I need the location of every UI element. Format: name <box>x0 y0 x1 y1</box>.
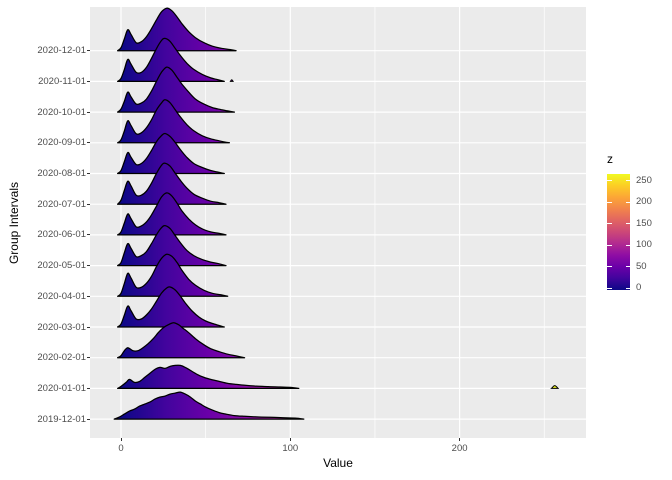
ridge-outlier-2020-11-01 <box>229 79 235 82</box>
x-tick-label: 100 <box>282 443 299 454</box>
ridge-2020-06-01 <box>116 192 227 236</box>
ridge-2020-11-01 <box>116 37 225 83</box>
legend-tick-label: 200 <box>636 196 652 208</box>
legend-tick-mark <box>607 287 612 289</box>
y-tick-label: 2020-09-01 <box>37 137 86 149</box>
legend-tick-label: 250 <box>636 174 652 186</box>
legend-tick-label: 100 <box>636 239 652 251</box>
y-tick-label: 2020-12-01 <box>37 45 86 57</box>
ridge-2020-05-01 <box>116 224 227 267</box>
y-tick-label: 2020-03-01 <box>37 321 86 333</box>
y-tick-mark <box>87 173 90 174</box>
ridge-2020-01-01 <box>116 364 300 390</box>
x-tick-label: 200 <box>451 443 468 454</box>
y-tick-mark <box>87 295 90 297</box>
y-tick-label: 2020-04-01 <box>37 290 86 302</box>
y-tick-mark <box>87 50 90 52</box>
y-axis-title: Group Intervals <box>7 181 21 265</box>
ridges-svg <box>90 7 586 438</box>
ridge-2020-10-01 <box>116 66 236 113</box>
legend-tick-mark <box>607 244 612 246</box>
ridge-2020-07-01 <box>116 162 227 205</box>
x-tick-mark <box>120 438 122 441</box>
legend-tick-mark <box>607 201 612 203</box>
y-tick-mark <box>87 326 90 328</box>
x-tick-mark <box>289 438 291 441</box>
ridge-2020-02-01 <box>116 322 246 359</box>
legend-title: z <box>607 152 613 166</box>
y-tick-mark <box>87 80 90 82</box>
ridge-2020-12-01 <box>116 7 237 52</box>
x-axis-title: Value <box>323 456 353 470</box>
ridge-outlier-2020-01-01 <box>550 385 560 389</box>
legend-tick-mark <box>625 201 630 203</box>
x-tick-label: 0 <box>118 443 124 454</box>
y-tick-label: 2020-10-01 <box>37 106 86 118</box>
y-tick-mark <box>87 111 90 113</box>
y-tick-label: 2020-07-01 <box>37 198 86 210</box>
y-tick-mark <box>87 203 90 205</box>
plot-panel <box>90 7 586 438</box>
legend-colorbar <box>607 174 630 290</box>
y-tick-mark <box>87 142 90 144</box>
legend-tick-label: 50 <box>636 260 647 272</box>
legend-tick-mark <box>625 287 630 289</box>
y-tick-label: 2020-05-01 <box>37 260 86 272</box>
legend-tick-mark <box>625 180 630 182</box>
x-tick-mark <box>459 438 461 441</box>
y-tick-label: 2019-12-01 <box>37 413 86 425</box>
y-tick-mark <box>87 265 90 267</box>
legend-tick-mark <box>607 266 612 268</box>
ridge-2019-12-01 <box>113 391 305 420</box>
legend-tick-mark <box>607 180 612 182</box>
ridge-2020-08-01 <box>116 132 225 175</box>
y-tick-label: 2020-06-01 <box>37 229 86 241</box>
y-tick-mark <box>87 357 90 359</box>
y-tick-label: 2020-01-01 <box>37 382 86 394</box>
y-tick-mark <box>87 234 90 236</box>
ridge-2020-03-01 <box>116 286 225 328</box>
y-tick-mark <box>87 418 90 420</box>
legend-tick-label: 0 <box>636 282 642 293</box>
legend-tick-mark <box>625 244 630 246</box>
legend-tick-mark <box>625 223 630 225</box>
y-tick-mark <box>87 387 90 389</box>
y-tick-label: 2020-08-01 <box>37 168 86 179</box>
ridge-2020-04-01 <box>116 253 229 297</box>
y-tick-label: 2020-02-01 <box>37 352 86 364</box>
legend-tick-label: 150 <box>636 217 652 229</box>
legend-tick-mark <box>625 266 630 268</box>
y-tick-label: 2020-11-01 <box>38 75 86 87</box>
legend-tick-mark <box>607 223 612 225</box>
ridge-2020-09-01 <box>116 99 231 144</box>
